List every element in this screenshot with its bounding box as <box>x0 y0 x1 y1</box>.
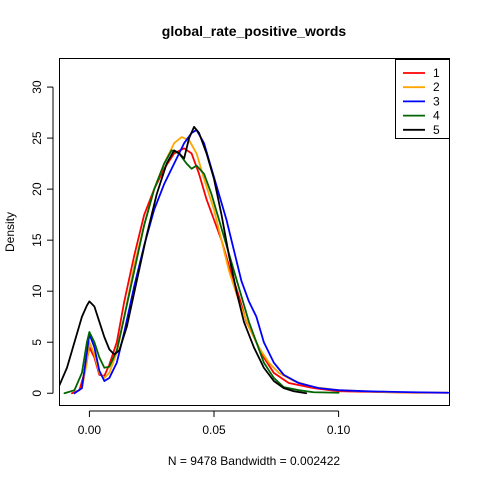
legend-box <box>395 59 450 139</box>
y-axis-label: Density <box>3 212 17 252</box>
y-axis: 0 5 10 15 20 25 30 <box>30 80 54 397</box>
y-tick-label: 15 <box>30 233 44 247</box>
legend-label-2: 2 <box>433 80 440 94</box>
x-axis: 0.00 0.05 0.10 <box>78 410 351 437</box>
y-tick-label: 30 <box>30 80 44 94</box>
series-lines <box>59 125 450 395</box>
legend-label-5: 5 <box>433 123 440 137</box>
legend-label-3: 3 <box>433 94 440 108</box>
x-tick-label: 0.00 <box>78 423 102 437</box>
series-line-5 <box>59 125 308 395</box>
y-tick-label: 10 <box>30 284 44 298</box>
y-tick-label: 5 <box>30 339 44 346</box>
y-tick-label: 20 <box>30 182 44 196</box>
plot-box <box>59 58 450 406</box>
chart-title: global_rate_positive_words <box>162 23 347 39</box>
x-tick-label: 0.10 <box>327 423 351 437</box>
x-tick-label: 0.05 <box>202 423 226 437</box>
y-tick-label: 0 <box>30 390 44 397</box>
legend-label-1: 1 <box>433 66 440 80</box>
legend-label-4: 4 <box>433 109 440 123</box>
y-tick-label: 25 <box>30 131 44 145</box>
x-axis-label: N = 9478 Bandwidth = 0.002422 <box>168 454 340 468</box>
